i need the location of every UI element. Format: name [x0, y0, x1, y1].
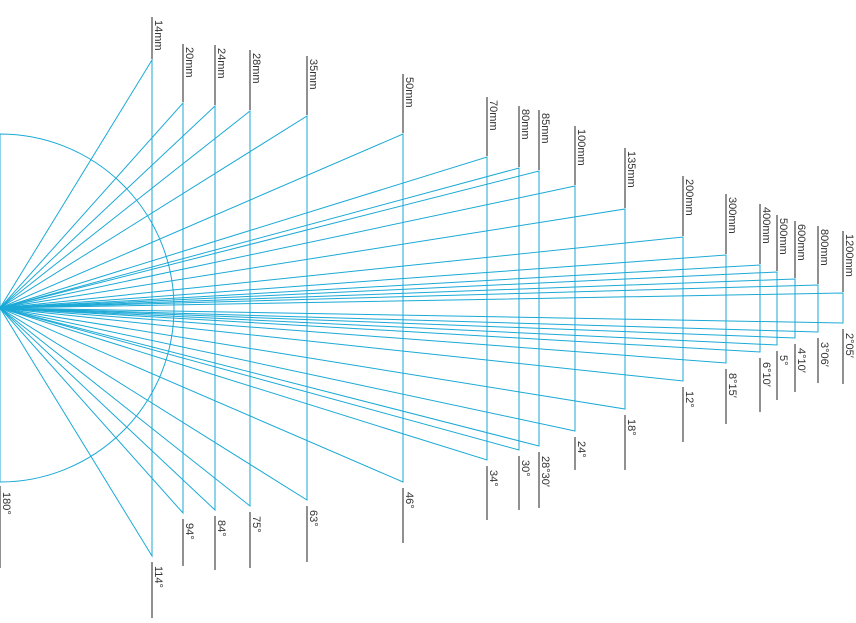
angle-label-80mm: 30° — [519, 460, 531, 477]
angle-label-300mm: 8°15′ — [726, 373, 738, 398]
fan-triangle-400mm — [0, 264, 761, 353]
lens-fan-24mm: 24mm 84° — [0, 45, 227, 570]
angle-label-100mm: 24° — [575, 441, 587, 458]
angle-label-85mm: 28°30′ — [539, 456, 551, 487]
focal-label-20mm: 20mm — [183, 47, 195, 78]
angle-label-600mm: 4°10′ — [795, 348, 807, 373]
lens-fan-100mm: 100mm 24° — [0, 126, 587, 470]
focal-label-24mm: 24mm — [215, 48, 227, 79]
focal-label-1200mm: 1200mm — [843, 234, 855, 277]
focal-label-28mm: 28mm — [250, 53, 262, 84]
focal-label-35mm: 35mm — [307, 59, 319, 90]
angle-label-1200mm: 2°05′ — [843, 333, 855, 358]
angle-label-24mm: 84° — [215, 520, 227, 537]
fan-triangle-135mm — [0, 208, 626, 410]
angle-label-28mm: 75° — [250, 516, 262, 533]
angle-label-14mm: 114° — [152, 566, 164, 588]
focal-label-200mm: 200mm — [683, 179, 695, 216]
angle-label-50mm: 46° — [403, 492, 415, 509]
focal-label-70mm: 70mm — [487, 100, 499, 131]
lens-fan-400mm: 400mm 6°10′ — [0, 204, 772, 412]
lens-fan-200mm: 200mm 12° — [0, 176, 695, 442]
lens-fans: 14mm114°20mm94°24mm84°28mm75°35mm63°50mm… — [0, 17, 855, 618]
focal-label-135mm: 135mm — [625, 151, 637, 188]
fan-triangle-80mm — [0, 167, 520, 451]
fan-triangle-1200mm — [0, 292, 844, 324]
fan-triangle-24mm — [0, 104, 216, 512]
lens-fan-35mm: 35mm 63° — [0, 56, 319, 562]
reference-angle-label: 180° — [0, 492, 12, 515]
lens-fan-50mm: 50mm 46° — [0, 74, 415, 543]
lens-fan-800mm: 800mm 3°06′ — [0, 226, 830, 383]
lens-fan-300mm: 300mm 8°15′ — [0, 194, 738, 424]
fan-triangle-70mm — [0, 156, 488, 461]
angle-label-200mm: 12° — [683, 391, 695, 408]
lens-fan-70mm: 70mm 34° — [0, 97, 499, 520]
focal-label-800mm: 800mm — [818, 229, 830, 266]
fan-triangle-85mm — [0, 170, 540, 447]
focal-label-500mm: 500mm — [777, 218, 789, 255]
angle-label-400mm: 6°10′ — [760, 362, 772, 387]
focal-label-80mm: 80mm — [519, 109, 531, 140]
focal-label-50mm: 50mm — [403, 77, 415, 108]
fan-triangle-300mm — [0, 254, 727, 364]
fan-triangle-800mm — [0, 284, 819, 333]
focal-label-100mm: 100mm — [575, 129, 587, 166]
fan-triangle-28mm — [0, 109, 251, 508]
lens-fan-1200mm: 1200mm 2°05′ — [0, 231, 855, 384]
focal-label-400mm: 400mm — [760, 207, 772, 244]
lens-fan-85mm: 85mm 28°30′ — [0, 110, 551, 508]
focal-label-85mm: 85mm — [539, 113, 551, 144]
angle-label-70mm: 34° — [487, 470, 499, 487]
lens-fan-28mm: 28mm 75° — [0, 50, 262, 568]
angle-label-35mm: 63° — [307, 510, 319, 527]
angle-label-135mm: 18° — [625, 419, 637, 436]
fan-triangle-200mm — [0, 236, 684, 382]
fan-triangle-100mm — [0, 185, 576, 432]
lens-fan-20mm: 20mm 94° — [0, 44, 195, 566]
focal-label-14mm: 14mm — [152, 20, 164, 51]
focal-label-600mm: 600mm — [795, 224, 807, 261]
lens-fan-80mm: 80mm 30° — [0, 106, 531, 510]
fan-triangle-600mm — [0, 278, 796, 339]
fan-triangle-35mm — [0, 115, 308, 501]
fan-triangle-50mm — [0, 133, 404, 483]
fan-triangle-20mm — [0, 101, 184, 515]
lens-fan-600mm: 600mm 4°10′ — [0, 221, 807, 392]
angle-label-500mm: 5° — [777, 355, 789, 366]
lens-fan-500mm: 500mm 5° — [0, 215, 789, 400]
lens-fan-14mm: 14mm 114° — [0, 17, 164, 618]
fan-triangle-500mm — [0, 271, 778, 346]
fan-triangle-14mm — [0, 58, 153, 558]
angle-label-800mm: 3°06′ — [818, 342, 830, 367]
focal-label-300mm: 300mm — [726, 197, 738, 234]
lens-fan-135mm: 135mm 18° — [0, 148, 637, 470]
angle-label-20mm: 94° — [183, 523, 195, 540]
